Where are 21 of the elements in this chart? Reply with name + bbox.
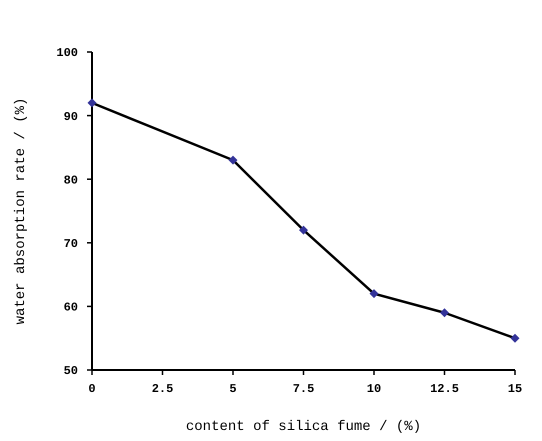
y-axis-title: water absorption rate / (%) [13, 98, 29, 324]
point [440, 308, 449, 318]
point [228, 156, 238, 165]
y-tick-label: 80 [64, 173, 78, 188]
y-tick-label: 50 [64, 364, 78, 378]
y-tick-label: 90 [64, 110, 78, 124]
point [510, 334, 520, 343]
x-tick-label: 12.5 [430, 382, 459, 396]
point [370, 289, 378, 298]
point [299, 226, 308, 235]
point [88, 98, 96, 108]
x-tick-label: 5 [229, 382, 237, 396]
x-axis-title: content of silica fume / (%) [186, 419, 422, 435]
x-tick-label: 0 [88, 382, 96, 396]
y-tick-label: 70 [64, 237, 78, 251]
y-tick-label: 60 [64, 300, 78, 315]
x-tick-label: 2.5 [152, 382, 174, 396]
x-tick-label: 7.5 [292, 382, 314, 396]
x-tick-label: 10 [366, 382, 382, 396]
x-tick-label: 15 [508, 382, 522, 396]
y-tick-label: 100 [56, 46, 78, 60]
